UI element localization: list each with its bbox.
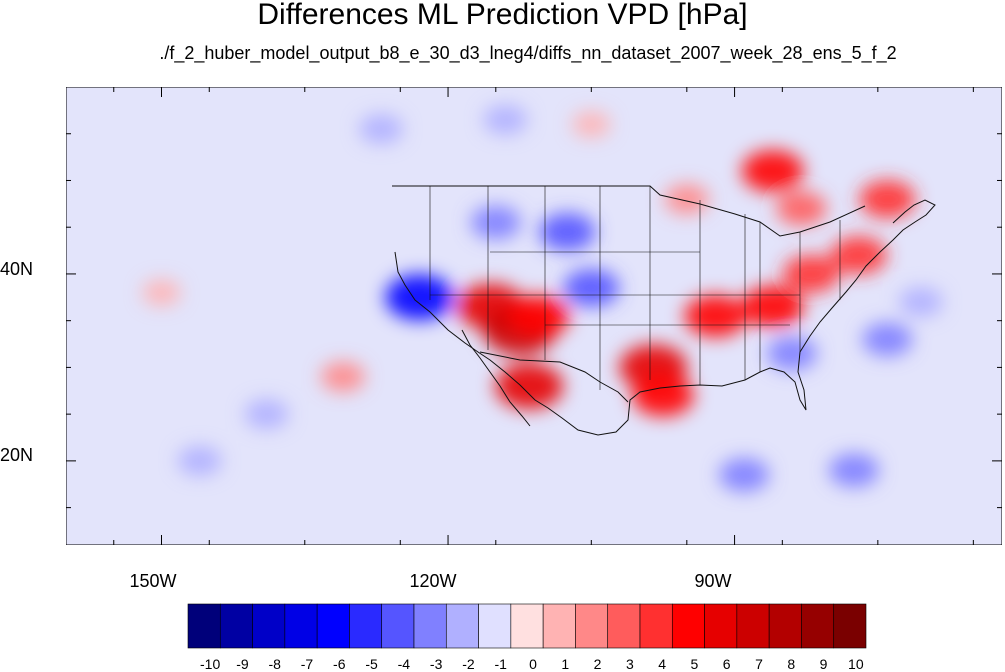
anomaly-region-21 [898, 286, 943, 317]
colorbar-swatch [413, 603, 447, 649]
x-tick-label-120w: 120W [409, 571, 457, 591]
colorbar-swatch [639, 603, 673, 649]
anomaly-region-20 [862, 322, 913, 357]
colorbar-label: 1 [561, 656, 570, 672]
y-tick-label-20n: 20N [0, 445, 34, 465]
colorbar-swatch [801, 603, 835, 649]
coastline-outline [392, 185, 936, 436]
colorbar-swatch [671, 603, 705, 649]
colorbar-label: -8 [268, 656, 281, 672]
colorbar-swatch [381, 603, 415, 649]
colorbar-swatch [768, 603, 802, 649]
anomaly-region-8 [782, 254, 839, 293]
baja-coastline [461, 329, 531, 427]
anomaly-region-19 [766, 336, 817, 371]
axis-ticks [66, 87, 1002, 545]
x-tick-label-150w: 150W [129, 571, 177, 591]
colorbar-label: 10 [848, 656, 864, 672]
difference-field [142, 104, 943, 492]
colorbar-label: -5 [365, 656, 378, 672]
colorbar-swatch [349, 603, 383, 649]
colorbar-label: -7 [300, 656, 314, 672]
anomaly-region-15 [385, 274, 454, 321]
colorbar-swatch [607, 603, 641, 649]
colorbar-label: -9 [236, 656, 249, 672]
north-america-coastline [394, 199, 936, 436]
colorbar-label: -6 [333, 656, 346, 672]
anomaly-region-16 [563, 268, 620, 307]
anomaly-region-7 [741, 285, 804, 328]
colorbar-swatch [316, 603, 350, 649]
colorbar-swatch [510, 603, 544, 649]
colorbar-label: 5 [690, 656, 699, 672]
colorbar-label: 4 [658, 656, 667, 672]
anomaly-region-3 [495, 363, 564, 410]
x-tick-label-90w: 90W [694, 571, 732, 591]
anomaly-region-5 [631, 374, 694, 417]
anomaly-region-14 [320, 361, 365, 392]
colorbar-label: 9 [819, 656, 828, 672]
colorbar-label: -3 [429, 656, 443, 672]
anomaly-region-24 [359, 114, 404, 145]
colorbar-label: 2 [593, 656, 602, 672]
colorbar-label: -2 [462, 656, 475, 672]
colorbar-label: -4 [397, 656, 411, 672]
colorbar-swatch [445, 603, 479, 649]
colorbar-swatch [219, 603, 253, 649]
colorbar-swatch [478, 603, 512, 649]
colorbar-label: -1 [494, 656, 507, 672]
anomaly-region-28 [572, 111, 611, 138]
colorbar [187, 603, 867, 649]
y-tick-label-40n: 40N [0, 259, 34, 279]
colorbar-swatch [284, 603, 318, 649]
colorbar-swatch [704, 603, 738, 649]
colorbar-swatch [736, 603, 770, 649]
anomaly-region-25 [483, 104, 528, 135]
anomaly-region-11 [859, 180, 916, 219]
canada-us-border [392, 185, 866, 237]
anomaly-region-6 [684, 295, 747, 337]
anomaly-region-26 [719, 457, 770, 492]
anomaly-region-12 [776, 191, 827, 226]
colorbar-swatch [833, 603, 867, 649]
anomaly-region-13 [664, 184, 709, 215]
anomaly-region-27 [828, 453, 879, 488]
anomaly-region-18 [470, 205, 521, 240]
anomaly-region-10 [741, 150, 804, 193]
anomaly-region-22 [244, 399, 289, 430]
colorbar-swatch [187, 603, 221, 649]
anomaly-region-2 [507, 295, 570, 337]
anomaly-region-9 [830, 236, 887, 275]
colorbar-swatch [575, 603, 609, 649]
colorbar-swatch [542, 603, 576, 649]
colorbar-label: 3 [625, 656, 634, 672]
colorbar-swatch [252, 603, 286, 649]
colorbar-label: 8 [787, 656, 796, 672]
anomaly-region-17 [539, 212, 596, 251]
state-lines [429, 186, 841, 390]
colorbar-label: 7 [755, 656, 763, 672]
map-subtitle: ./f_2_huber_model_output_b8_e_30_d3_lneg… [159, 43, 897, 63]
us-mexico-border [479, 351, 629, 403]
anomaly-region-23 [177, 445, 222, 476]
colorbar-label: -10 [200, 656, 221, 672]
colorbar-label: 0 [529, 656, 537, 672]
anomaly-region-29 [142, 279, 181, 306]
colorbar-label: 6 [722, 656, 731, 672]
map-title: Differences ML Prediction VPD [hPa] [257, 0, 748, 31]
